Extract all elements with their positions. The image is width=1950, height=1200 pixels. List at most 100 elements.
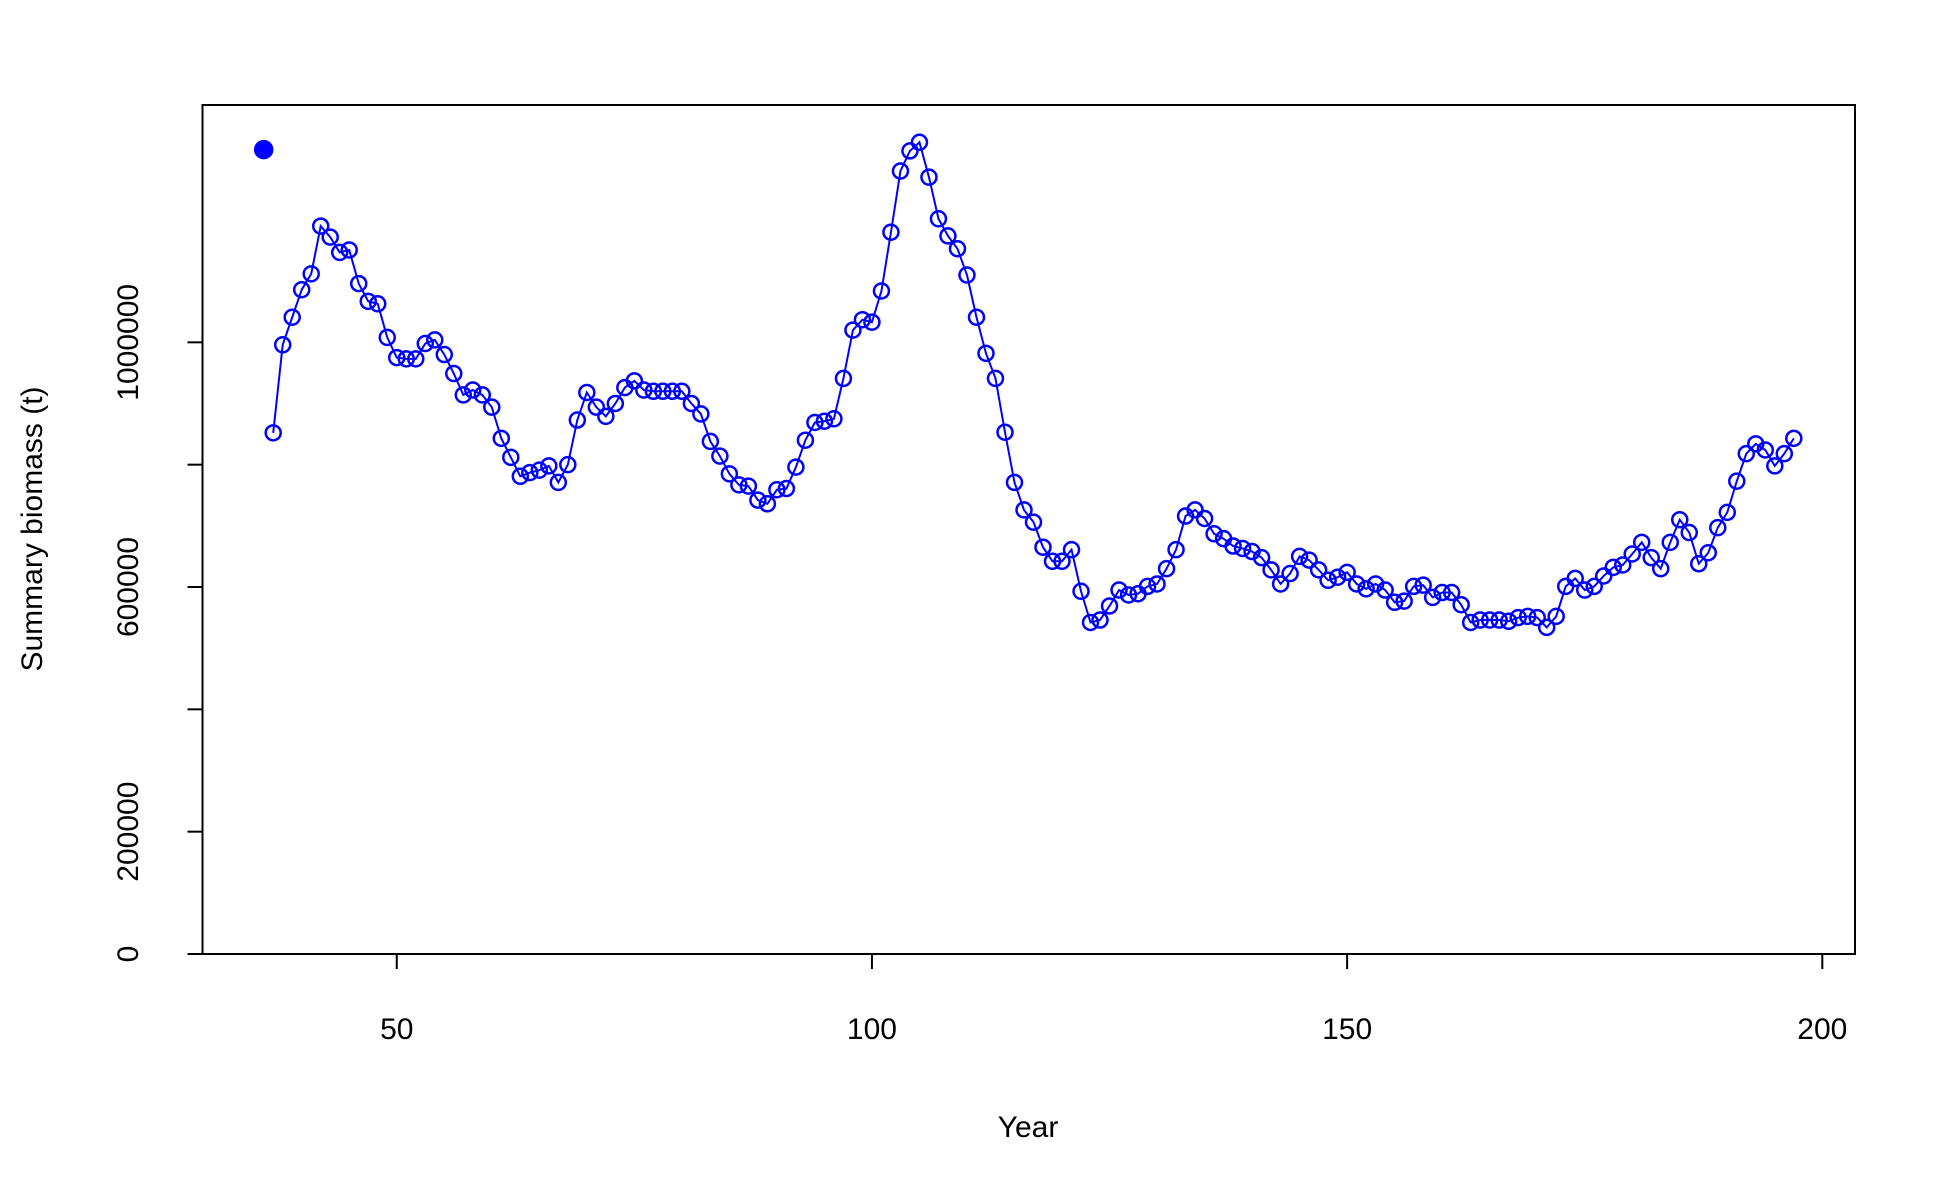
point — [1490, 611, 1508, 629]
point — [1091, 611, 1109, 629]
point — [340, 241, 358, 259]
point — [806, 413, 824, 432]
point — [1709, 518, 1727, 537]
x-tick-label: 100 — [847, 1013, 897, 1046]
point — [929, 210, 948, 228]
point — [1528, 608, 1546, 627]
point — [464, 381, 482, 399]
point — [1110, 581, 1128, 599]
point — [1518, 607, 1537, 626]
point — [1471, 611, 1489, 629]
point — [330, 243, 349, 262]
y-tick-label: 200000 — [112, 782, 145, 882]
point — [654, 382, 672, 401]
point — [435, 345, 454, 364]
point — [1414, 576, 1432, 594]
point — [530, 461, 549, 479]
point — [1205, 525, 1223, 543]
point — [891, 162, 910, 180]
point — [1328, 568, 1347, 586]
point — [1376, 581, 1394, 599]
point — [967, 308, 986, 326]
point — [1604, 558, 1622, 577]
point — [1005, 473, 1024, 492]
point — [1224, 537, 1242, 555]
point — [1632, 533, 1651, 552]
point — [264, 424, 282, 442]
point — [1575, 581, 1594, 599]
point — [1119, 586, 1138, 604]
point — [1252, 548, 1271, 567]
point — [901, 142, 919, 160]
point — [1690, 555, 1708, 573]
point — [1651, 559, 1670, 578]
point — [1072, 582, 1090, 601]
point — [1300, 551, 1318, 569]
point — [273, 336, 292, 354]
point — [872, 282, 891, 300]
point — [692, 405, 710, 423]
point — [1357, 580, 1375, 598]
point — [1728, 472, 1746, 490]
point — [986, 369, 1005, 388]
point — [768, 480, 786, 499]
point — [1718, 503, 1737, 522]
point — [606, 394, 625, 413]
point — [407, 350, 425, 368]
point — [958, 266, 976, 284]
point — [1661, 533, 1679, 552]
point — [378, 328, 397, 347]
point — [673, 382, 691, 401]
point — [1024, 513, 1043, 531]
point — [1034, 538, 1052, 556]
point — [939, 227, 957, 245]
point — [1423, 588, 1442, 607]
point — [720, 465, 739, 483]
point — [1385, 593, 1404, 612]
point — [349, 274, 368, 293]
point — [1433, 583, 1451, 602]
point — [948, 239, 967, 258]
point — [701, 432, 720, 451]
point — [1547, 607, 1565, 626]
point — [1167, 540, 1185, 559]
point — [283, 308, 301, 326]
point — [1195, 509, 1214, 528]
point — [1281, 564, 1299, 583]
point — [1623, 545, 1641, 563]
point — [1452, 595, 1470, 614]
point — [882, 223, 900, 241]
point — [1015, 501, 1033, 519]
point — [910, 133, 929, 152]
point — [1271, 575, 1290, 593]
point — [559, 455, 577, 474]
point — [549, 473, 568, 492]
point — [454, 386, 473, 404]
point — [1499, 612, 1518, 631]
point — [568, 411, 587, 429]
point — [321, 228, 339, 246]
x-tick-label: 200 — [1797, 1013, 1847, 1046]
point — [644, 382, 663, 401]
point — [587, 398, 606, 416]
point — [302, 265, 320, 283]
point — [253, 139, 274, 160]
point — [397, 350, 416, 368]
point — [730, 476, 748, 494]
point — [825, 410, 843, 428]
point — [1347, 575, 1366, 593]
point — [1338, 563, 1356, 582]
point — [853, 310, 872, 329]
y-tick-label: 0 — [112, 946, 145, 963]
point — [1157, 559, 1176, 578]
point — [977, 344, 995, 363]
point — [749, 491, 767, 509]
point — [1537, 618, 1556, 637]
point — [1699, 543, 1718, 562]
point — [996, 423, 1014, 441]
point — [1642, 548, 1660, 567]
point — [521, 463, 539, 482]
point — [1585, 577, 1603, 596]
